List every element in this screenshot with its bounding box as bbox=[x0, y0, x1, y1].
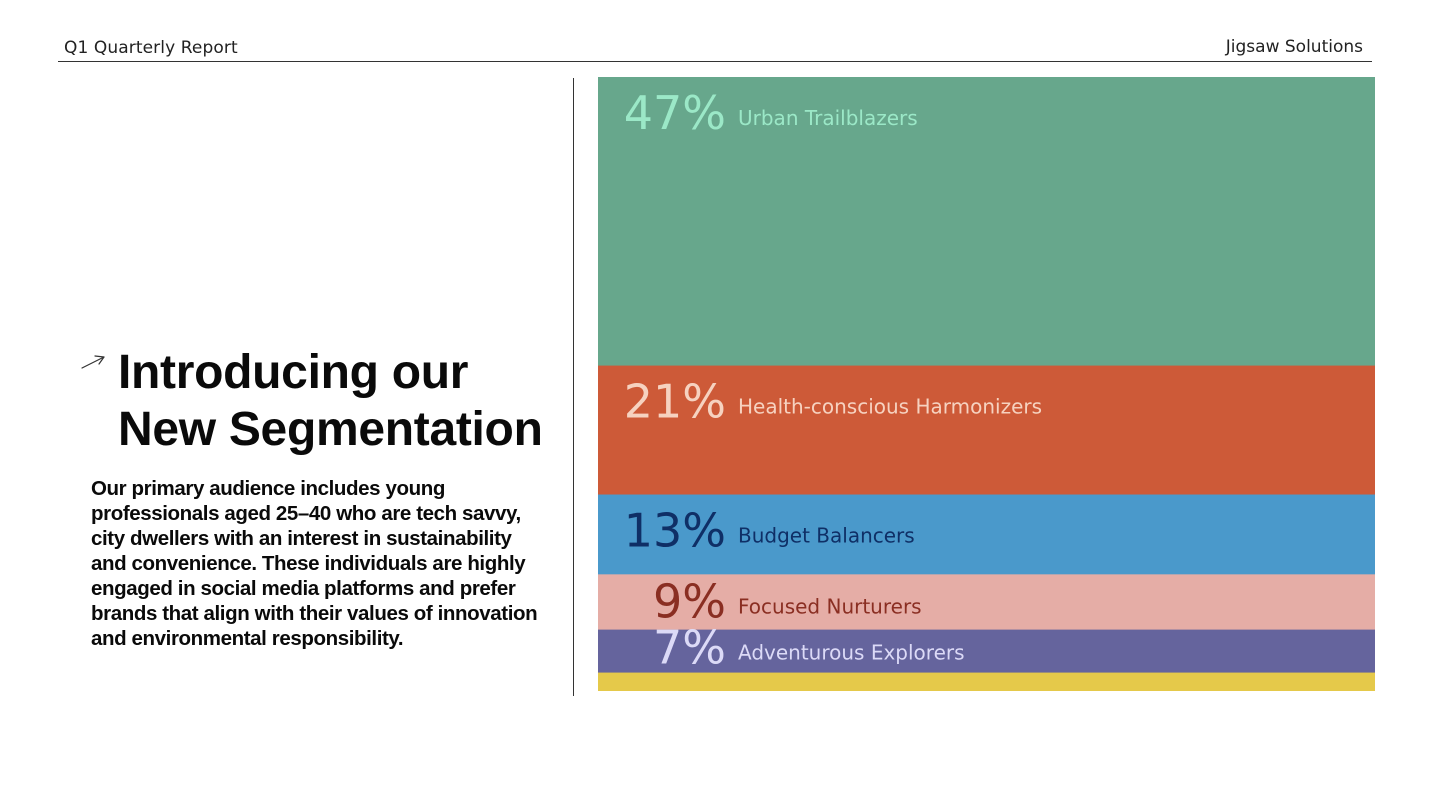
intro-paragraph: Our primary audience includes young prof… bbox=[91, 477, 538, 650]
segment-bar-6 bbox=[598, 672, 1375, 691]
segment-bar-2 bbox=[598, 365, 1375, 496]
headline-line-2: New Segmentation bbox=[118, 403, 543, 456]
segmentation-chart: 47% Urban Trailblazers 21% Health-conscious… bbox=[598, 77, 1375, 691]
company-name: Jigsaw Solutions bbox=[1225, 37, 1363, 57]
segment-bar-4 bbox=[598, 574, 1375, 631]
headline-line-1: Introducing our bbox=[118, 346, 469, 399]
arrow-up-right-icon bbox=[81, 355, 105, 369]
segment-bar-5 bbox=[598, 629, 1375, 674]
header-divider bbox=[58, 61, 1372, 62]
segment-bar-3 bbox=[598, 494, 1375, 575]
segment-stack: 47% Urban Trailblazers 21% Health-conscious… bbox=[598, 77, 1375, 691]
segment-bar-1 bbox=[598, 77, 1375, 367]
segment-percent-3: 13% bbox=[624, 504, 726, 558]
page-title: Introducing our New Segmentation bbox=[118, 344, 543, 458]
segment-name-3: Budget Balancers bbox=[738, 524, 915, 548]
segment-name-1: Urban Trailblazers bbox=[738, 106, 918, 130]
segment-name-4: Focused Nurturers bbox=[738, 594, 922, 618]
segment-percent-5: 7% bbox=[653, 621, 726, 675]
segment-percent-4: 9% bbox=[653, 574, 726, 628]
segment-name-2: Health-conscious Harmonizers bbox=[738, 395, 1042, 419]
segment-percent-1: 47% bbox=[624, 86, 726, 140]
segment-name-5: Adventurous Explorers bbox=[738, 641, 965, 665]
vertical-divider bbox=[573, 78, 574, 696]
report-title: Q1 Quarterly Report bbox=[64, 38, 238, 58]
segment-percent-2: 21% bbox=[624, 375, 726, 429]
